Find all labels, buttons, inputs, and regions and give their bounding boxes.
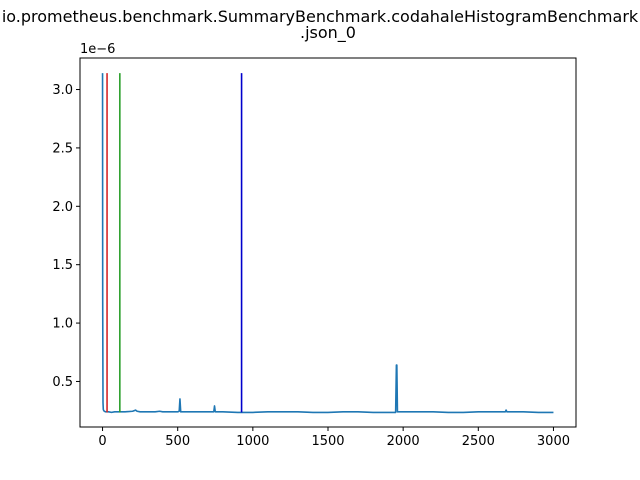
- y-tick-label: 2.0: [52, 200, 73, 215]
- y-tick-label: 2.5: [52, 141, 73, 156]
- series-line-0: [101, 73, 554, 414]
- y-tick-label: 1.5: [52, 258, 73, 273]
- x-tick-label: 3000: [537, 434, 570, 449]
- y-tick-label: 3.0: [52, 83, 73, 98]
- y-tick-label: 0.5: [52, 375, 73, 390]
- chart-title-line2: .json_0: [300, 23, 356, 43]
- y-offset-label: 1e−6: [80, 42, 115, 57]
- y-tick-label: 1.0: [52, 317, 73, 332]
- x-tick-label: 500: [165, 434, 190, 449]
- axes: 0 500 1000 1500 2000 2500 3000 0.5 1.0 1.5 2.0 2.5 3…: [52, 83, 570, 449]
- x-tick-label: 0: [98, 434, 106, 449]
- x-tick-label: 2000: [387, 434, 420, 449]
- plot-frame: [79, 57, 577, 428]
- x-tick-label: 1500: [311, 434, 344, 449]
- x-tick-label: 1000: [236, 434, 269, 449]
- plot-area: [101, 73, 554, 414]
- x-tick-label: 2500: [462, 434, 495, 449]
- chart-title-line1: io.prometheus.benchmark.SummaryBenchmark…: [2, 7, 639, 26]
